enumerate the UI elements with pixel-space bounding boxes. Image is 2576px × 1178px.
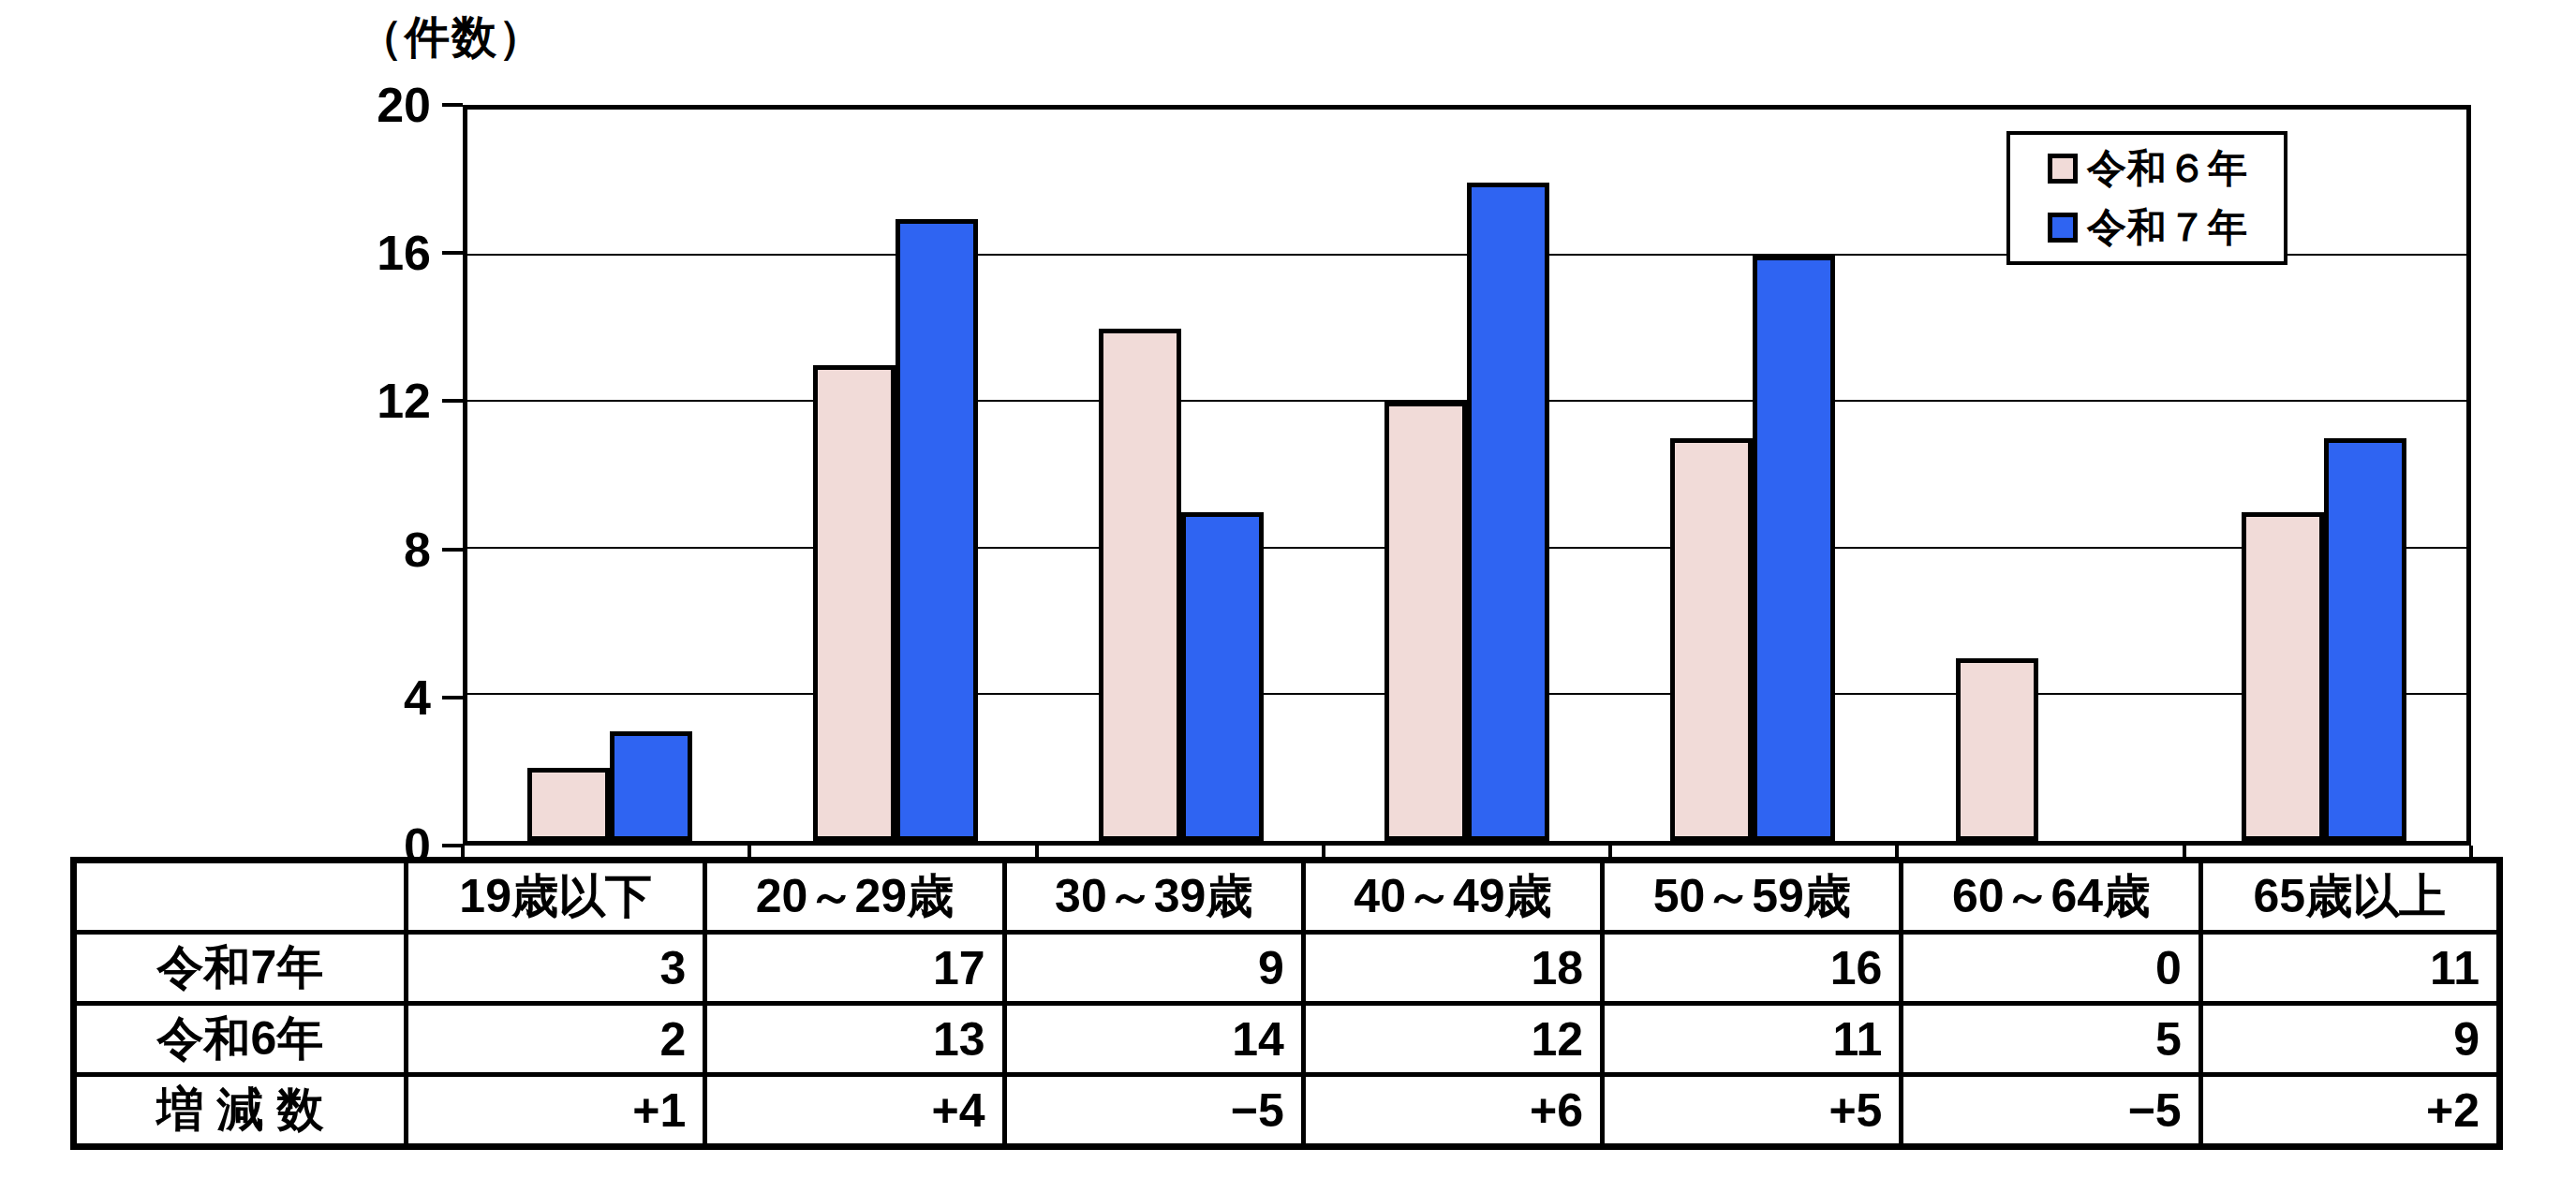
table-cell: +6 bbox=[1303, 1075, 1602, 1147]
bar-series2-40～49歳 bbox=[1467, 183, 1549, 841]
table-column-header: 40～49歳 bbox=[1303, 861, 1602, 933]
bar-series2-19歳以下 bbox=[610, 731, 692, 841]
table-cell: 13 bbox=[705, 1004, 1004, 1075]
y-axis-unit-label: （件数） bbox=[358, 7, 545, 67]
table-cell: 5 bbox=[1902, 1004, 2200, 1075]
bar-group-3 bbox=[1039, 110, 1325, 841]
table-row-label: 増 減 数 bbox=[74, 1075, 407, 1147]
bar-group-5 bbox=[1609, 110, 1895, 841]
table-header-row: 19歳以下20～29歳30～39歳40～49歳50～59歳60～64歳65歳以上 bbox=[74, 861, 2500, 933]
table-row-label: 令和7年 bbox=[74, 933, 407, 1004]
table-cell: −5 bbox=[1902, 1075, 2200, 1147]
table-cell: 0 bbox=[1902, 933, 2200, 1004]
y-tick-0 bbox=[442, 844, 463, 847]
table-cell: 16 bbox=[1603, 933, 1902, 1004]
bar-series1-65歳以上 bbox=[2242, 512, 2324, 841]
bar-series1-20～29歳 bbox=[813, 365, 896, 841]
data-table: 19歳以下20～29歳30～39歳40～49歳50～59歳60～64歳65歳以上… bbox=[70, 857, 2503, 1150]
table-corner-cell bbox=[74, 861, 407, 933]
bar-series2-20～29歳 bbox=[896, 219, 978, 841]
y-axis-tick-labels: 048121620 bbox=[0, 105, 438, 846]
table-cell: 18 bbox=[1303, 933, 1602, 1004]
table-cell: +1 bbox=[407, 1075, 705, 1147]
table-column-header: 19歳以下 bbox=[407, 861, 705, 933]
table-row: 増 減 数+1+4−5+6+5−5+2 bbox=[74, 1075, 2500, 1147]
y-tick-label-16: 16 bbox=[377, 228, 431, 277]
bar-series1-40～49歳 bbox=[1384, 402, 1467, 841]
legend-entry-2: 令和７年 bbox=[2048, 201, 2284, 254]
table-cell: 9 bbox=[1004, 933, 1303, 1004]
y-tick-4 bbox=[442, 696, 463, 699]
table-column-header: 50～59歳 bbox=[1603, 861, 1902, 933]
table-cell: 11 bbox=[2200, 933, 2499, 1004]
table-row: 令和6年21314121159 bbox=[74, 1004, 2500, 1075]
bar-series2-30～39歳 bbox=[1181, 512, 1264, 841]
chart-page: （件数） 048121620 令和６年令和７年 19歳以下20～29歳30～39… bbox=[0, 0, 2576, 1178]
table-cell: 3 bbox=[407, 933, 705, 1004]
table-cell: +2 bbox=[2200, 1075, 2499, 1147]
table-cell: +4 bbox=[705, 1075, 1004, 1147]
table-row: 令和7年31791816011 bbox=[74, 933, 2500, 1004]
table-cell: 17 bbox=[705, 933, 1004, 1004]
legend: 令和６年令和７年 bbox=[2006, 131, 2287, 265]
y-tick-label-4: 4 bbox=[404, 673, 431, 722]
y-axis-tick-marks bbox=[442, 105, 463, 846]
bar-series2-50～59歳 bbox=[1753, 256, 1835, 841]
table-cell: 12 bbox=[1303, 1004, 1602, 1075]
legend-swatch-icon bbox=[2048, 154, 2078, 184]
legend-swatch-icon bbox=[2048, 213, 2078, 243]
bar-series2-65歳以上 bbox=[2324, 438, 2406, 841]
table-cell: 14 bbox=[1004, 1004, 1303, 1075]
bar-series1-30～39歳 bbox=[1099, 329, 1181, 841]
y-tick-label-12: 12 bbox=[377, 376, 431, 425]
table-cell: −5 bbox=[1004, 1075, 1303, 1147]
legend-entry-1: 令和６年 bbox=[2048, 142, 2284, 195]
y-tick-16 bbox=[442, 251, 463, 255]
table-cell: 11 bbox=[1603, 1004, 1902, 1075]
table-cell: 2 bbox=[407, 1004, 705, 1075]
y-tick-12 bbox=[442, 399, 463, 403]
table-cell: +5 bbox=[1603, 1075, 1902, 1147]
table-column-header: 60～64歳 bbox=[1902, 861, 2200, 933]
table-row-label: 令和6年 bbox=[74, 1004, 407, 1075]
table-column-header: 65歳以上 bbox=[2200, 861, 2499, 933]
bar-series1-19歳以下 bbox=[527, 768, 610, 841]
table-cell: 9 bbox=[2200, 1004, 2499, 1075]
table-column-header: 30～39歳 bbox=[1004, 861, 1303, 933]
legend-label: 令和７年 bbox=[2087, 201, 2248, 254]
bar-series1-50～59歳 bbox=[1670, 438, 1753, 841]
y-tick-8 bbox=[442, 548, 463, 552]
bar-group-2 bbox=[753, 110, 1039, 841]
bar-group-4 bbox=[1325, 110, 1610, 841]
y-tick-label-8: 8 bbox=[404, 525, 431, 574]
bar-group-1 bbox=[467, 110, 753, 841]
table-column-header: 20～29歳 bbox=[705, 861, 1004, 933]
bar-series1-60～64歳 bbox=[1956, 658, 2038, 841]
legend-label: 令和６年 bbox=[2087, 142, 2248, 195]
y-tick-20 bbox=[442, 103, 463, 107]
y-tick-label-20: 20 bbox=[377, 81, 431, 129]
